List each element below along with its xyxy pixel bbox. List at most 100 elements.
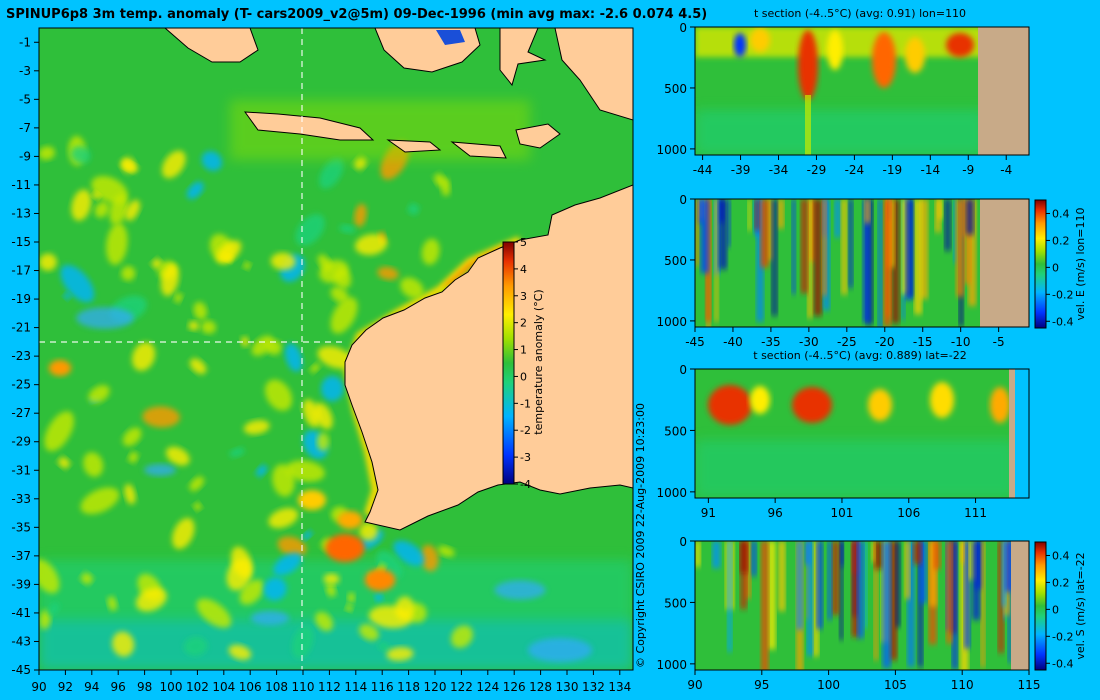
tsec-lon-warm-blob	[872, 32, 896, 88]
vel-s-streak	[889, 541, 897, 661]
vel-e-y-axis: 0 500 1000	[656, 193, 695, 329]
map-eddy	[434, 173, 446, 187]
vel-s-streak	[946, 541, 953, 644]
section-x-tick-label: -35	[761, 335, 781, 349]
map-cold-filament	[528, 638, 592, 662]
map-y-tick-label: -25	[11, 378, 31, 392]
map-eddy	[264, 379, 293, 411]
map-y-tick-label: -45	[11, 663, 31, 677]
vel-e-streak	[727, 199, 731, 248]
map-eddy	[313, 402, 333, 430]
section-x-tick-label: -45	[685, 335, 705, 349]
section-x-tick-label: -40	[723, 335, 743, 349]
map-warm-eddy	[48, 360, 72, 376]
section-x-tick-label: 95	[754, 678, 769, 692]
section-x-tick-label: -19	[883, 163, 903, 177]
tsec-lat-warm-blob	[868, 389, 892, 421]
map-x-tick-label: 128	[529, 680, 552, 694]
map-y-tick-label: -35	[11, 520, 31, 534]
section-x-tick-label: 111	[964, 506, 987, 520]
map-cold-filament	[494, 580, 546, 600]
map-eddy	[128, 451, 139, 463]
map-eddy	[377, 642, 391, 652]
section-x-tick-label: -4	[1000, 163, 1012, 177]
section-x-tick-label: -34	[769, 163, 789, 177]
vel-s-streak	[813, 541, 819, 657]
tsec-lat-warm-blob	[708, 385, 752, 425]
map-eddy	[189, 476, 205, 492]
vel-s-colorbar-bar	[1034, 541, 1047, 671]
map-eddy	[88, 385, 110, 404]
map-eddy	[44, 411, 74, 452]
map-y-tick-label: -33	[11, 492, 31, 506]
map-eddy	[142, 406, 180, 428]
vel-e-colorbar-label: vel. E (m/s) lon=110	[1074, 208, 1087, 321]
section-y-tick-label: 0	[679, 363, 687, 377]
map-eddy	[189, 358, 207, 375]
map-y-tick-label: -39	[11, 577, 31, 591]
map-eddy	[285, 460, 325, 482]
map-eddy	[121, 266, 136, 281]
map-x-axis: 90 92 94 96 98 100 102 104 106 108 110 112 114 116 118…	[31, 670, 631, 694]
map-eddy	[320, 375, 344, 402]
vel-e-streak	[841, 199, 848, 295]
land-java	[243, 111, 375, 141]
vel-s-streak	[864, 541, 868, 629]
vel-s-streak	[907, 541, 915, 667]
section-y-tick-label: 500	[664, 424, 687, 438]
map-eddy	[316, 432, 330, 451]
map-x-tick-label: 106	[239, 680, 262, 694]
tsec-lat-y-axis: 0 500 1000	[656, 363, 695, 500]
map-x-tick-label: 104	[212, 680, 235, 694]
map-y-tick-label: -5	[19, 92, 31, 106]
map-eddy	[186, 181, 204, 200]
section-x-tick-label: 91	[701, 506, 716, 520]
map-eddy	[420, 544, 439, 572]
map-eddy	[330, 286, 349, 303]
map-warm-eddy	[337, 511, 363, 529]
section-x-tick-label: -24	[845, 163, 865, 177]
tsec-lat-deep	[695, 440, 1015, 498]
map-eddy	[310, 363, 320, 373]
map-frame	[38, 27, 634, 671]
tsec-lon-warm-blob	[827, 30, 843, 70]
map-colorbar-tick-label: -4	[520, 478, 531, 491]
vel-s-frame	[694, 540, 1030, 671]
vel-e-streak	[771, 199, 778, 316]
map-eddy	[256, 464, 268, 477]
map-colorbar-tick-label: 5	[520, 236, 527, 249]
map-eddy	[407, 203, 420, 215]
map-x-tick-label: 120	[424, 680, 447, 694]
section-x-tick-label: 90	[687, 678, 702, 692]
map-eddy	[251, 335, 274, 356]
map-eddy	[393, 540, 425, 566]
section-x-tick-label: 105	[884, 678, 907, 692]
section-x-tick-label: -5	[993, 335, 1005, 349]
map-eddy	[92, 191, 101, 200]
vel-e-streak	[822, 199, 827, 296]
map-eddy	[131, 342, 156, 371]
vel-s-streak	[960, 541, 965, 564]
map-eddy	[94, 201, 110, 218]
map-eddy	[263, 577, 287, 601]
vel-s-streak	[744, 541, 751, 599]
map-x-tick-label: 100	[160, 680, 183, 694]
map-y-tick-label: -23	[11, 349, 31, 363]
vel-s-x-axis: 90 95 100 105 110 115	[687, 670, 1040, 692]
map-eddy	[270, 252, 296, 271]
map-colorbar-ticks: 5 4 3 2 1 0 -1 -2 -3 -4	[514, 236, 531, 491]
map-x-tick-label: 118	[397, 680, 420, 694]
vel-e-streak	[760, 199, 769, 268]
map-eddy	[319, 157, 344, 189]
map-y-tick-label: -17	[11, 264, 31, 278]
map-colorbar-bar	[502, 241, 515, 485]
map-eddy	[200, 320, 217, 334]
vel-s-streak	[839, 541, 844, 567]
vel-s-streak	[980, 541, 985, 668]
section-y-tick-label: 1000	[656, 486, 687, 500]
vel-e-streak	[914, 199, 922, 315]
map-eddy	[172, 517, 195, 550]
vel-s-streak	[768, 541, 776, 650]
